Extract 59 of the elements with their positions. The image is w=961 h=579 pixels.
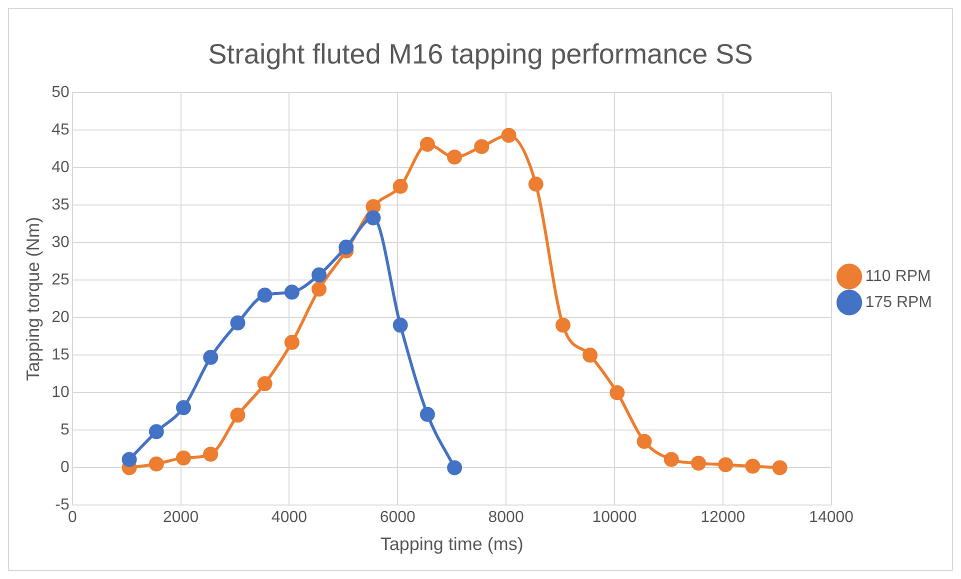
- y-tick-label: 35: [52, 196, 70, 214]
- point: [176, 450, 192, 466]
- x-tick-label: 2000: [163, 509, 199, 526]
- point: [528, 176, 544, 192]
- point: [555, 318, 570, 333]
- x-tick-label: 10000: [592, 509, 637, 526]
- point: [366, 210, 381, 226]
- point: [148, 424, 164, 440]
- y-tick-label: 25: [52, 272, 70, 289]
- point: [230, 315, 246, 330]
- x-tick-label: 14000: [809, 509, 854, 526]
- point: [148, 456, 164, 472]
- x-axis-title: Tapping time (ms): [380, 534, 524, 554]
- point: [284, 334, 300, 350]
- point: [176, 400, 192, 416]
- point: [690, 456, 706, 471]
- x-tick-label: 4000: [271, 509, 308, 526]
- point: [582, 348, 598, 363]
- legend-label: 110 RPM: [865, 268, 931, 285]
- y-tick-label: 15: [52, 346, 70, 364]
- x-tick-label: 12000: [700, 509, 746, 526]
- point: [718, 457, 734, 472]
- point: [474, 139, 490, 154]
- y-tick-label: 50: [52, 84, 70, 102]
- legend-label: 175 RPM: [865, 294, 932, 311]
- point: [447, 150, 462, 165]
- point: [447, 460, 462, 476]
- y-tick-label: 30: [52, 234, 70, 252]
- point: [230, 408, 246, 423]
- point: [636, 434, 652, 449]
- point: [745, 458, 760, 474]
- point: [664, 452, 679, 467]
- point: [203, 446, 218, 462]
- point: [420, 136, 435, 152]
- point: [284, 284, 300, 300]
- y-tick-label: 5: [60, 422, 70, 439]
- point: [392, 178, 408, 194]
- point: [772, 460, 788, 476]
- point: [257, 288, 272, 303]
- point: [203, 350, 218, 365]
- point: [501, 128, 516, 143]
- y-tick-label: -5: [55, 496, 70, 514]
- y-tick-label: 40: [52, 159, 70, 176]
- point: [610, 385, 625, 400]
- point: [392, 318, 408, 333]
- y-tick-label: 45: [52, 122, 70, 139]
- y-tick-label: 10: [52, 384, 70, 402]
- chart-title: Straight fluted M16 tapping performance SS: [208, 38, 753, 70]
- point: [420, 406, 435, 422]
- x-tick-label: 8000: [488, 509, 524, 526]
- point: [122, 452, 137, 467]
- point: [338, 240, 354, 255]
- x-tick-label: 6000: [380, 509, 416, 526]
- y-axis-title: Tapping torque (Nm): [22, 216, 43, 381]
- point: [312, 267, 327, 282]
- point: [312, 282, 327, 297]
- point: [257, 376, 272, 392]
- y-tick-label: 0: [60, 459, 70, 476]
- y-tick-label: 20: [52, 309, 70, 326]
